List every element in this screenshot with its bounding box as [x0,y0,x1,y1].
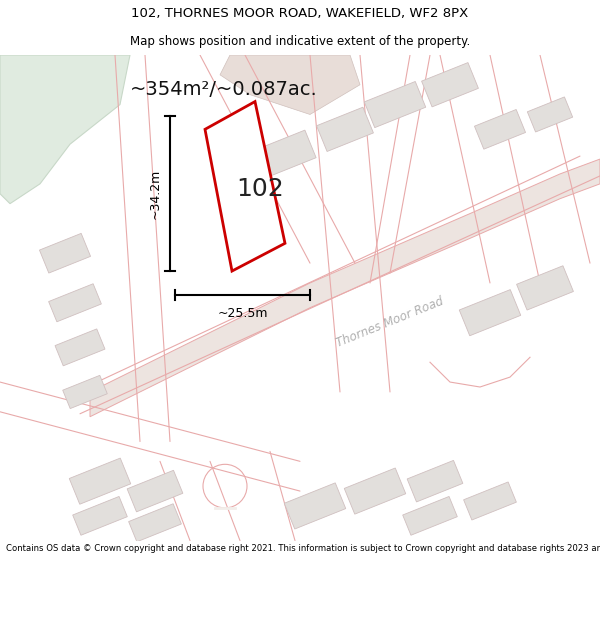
Polygon shape [63,376,107,409]
Polygon shape [475,109,526,149]
Text: ~354m²/~0.087ac.: ~354m²/~0.087ac. [130,80,318,99]
Polygon shape [128,504,181,542]
Text: Map shows position and indicative extent of the property.: Map shows position and indicative extent… [130,35,470,48]
Polygon shape [527,97,572,132]
Text: 102, THORNES MOOR ROAD, WAKEFIELD, WF2 8PX: 102, THORNES MOOR ROAD, WAKEFIELD, WF2 8… [131,8,469,20]
Text: 102: 102 [236,177,284,201]
Polygon shape [254,130,316,178]
Polygon shape [205,102,285,271]
Polygon shape [90,159,600,417]
Polygon shape [422,62,478,107]
Polygon shape [464,482,517,520]
Polygon shape [364,81,426,127]
Text: Contains OS data © Crown copyright and database right 2021. This information is : Contains OS data © Crown copyright and d… [6,544,600,552]
Polygon shape [55,329,105,366]
Polygon shape [517,266,574,310]
Text: ~34.2m: ~34.2m [149,169,162,219]
Polygon shape [284,483,346,529]
Polygon shape [344,468,406,514]
Polygon shape [127,470,183,512]
Polygon shape [69,458,131,504]
Text: Thornes Moor Road: Thornes Moor Road [334,295,446,350]
Polygon shape [49,284,101,322]
Polygon shape [459,289,521,336]
Polygon shape [40,233,91,273]
Polygon shape [407,461,463,502]
Text: ~25.5m: ~25.5m [217,307,268,320]
Polygon shape [0,55,130,204]
Polygon shape [220,55,360,114]
Polygon shape [403,496,457,535]
Polygon shape [317,107,373,151]
Polygon shape [73,496,127,535]
